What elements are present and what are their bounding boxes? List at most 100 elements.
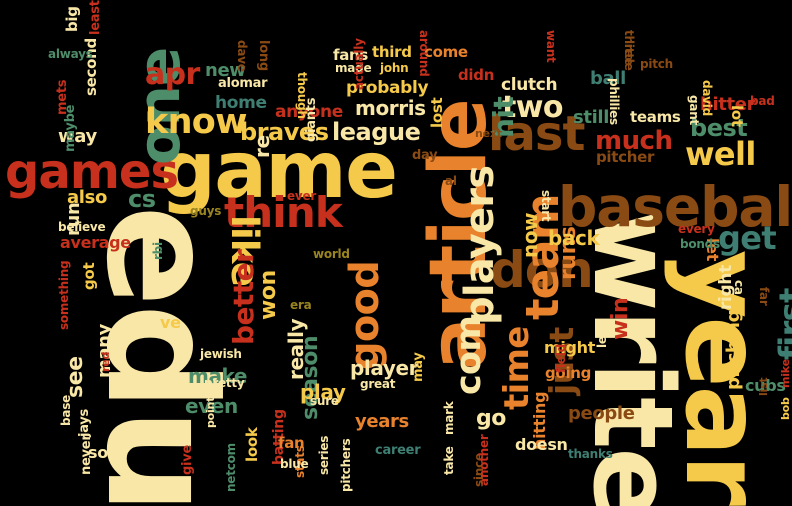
word-best: best (690, 114, 748, 142)
word-clutch: clutch (501, 75, 558, 95)
word-player: player (350, 356, 419, 380)
word-ve: ve (160, 313, 181, 332)
word-people: people (568, 403, 635, 424)
word-doesn: doesn (515, 435, 568, 454)
word-something: something (57, 260, 71, 330)
word-teams: teams (630, 108, 681, 126)
word-much: much (595, 126, 673, 156)
word-dave: dave (235, 40, 249, 72)
word-well: well (685, 135, 756, 173)
word-two: two (502, 90, 563, 125)
word-jays: jays (77, 408, 92, 437)
word-morris: morris (355, 96, 426, 120)
word-bob: bob (779, 397, 792, 420)
word-lot: lot (728, 105, 746, 127)
word-point: point (204, 396, 217, 428)
word-al: al (445, 174, 457, 188)
word-win: win (608, 297, 633, 340)
word-hitter: hitter (700, 94, 756, 115)
word-always: always (48, 47, 93, 61)
word-braves: braves (240, 118, 329, 146)
word-make: make (188, 364, 248, 388)
word-want: want (544, 30, 558, 63)
word-sox: sox (88, 443, 118, 462)
word-third: third (372, 43, 412, 61)
word-home: home (215, 93, 267, 113)
word-see: see (63, 356, 88, 398)
word-new: new (205, 60, 246, 81)
word-pitch: pitch (640, 57, 673, 71)
word-think: think (224, 188, 343, 237)
word-red: red (99, 351, 112, 372)
word-don: don (490, 241, 594, 299)
word-game: game (160, 126, 398, 216)
word-cubs: cubs (745, 376, 786, 395)
word-bad: bad (750, 94, 775, 108)
word-way: way (58, 126, 97, 147)
word-even: even (185, 394, 238, 418)
word-mike: mike (779, 359, 792, 388)
word-last: last (488, 106, 585, 162)
word-league: league (332, 118, 421, 146)
word-better: better (227, 249, 260, 345)
word-gant: gant (687, 95, 701, 126)
word-start: start (539, 190, 553, 222)
word-another: another (477, 434, 491, 486)
word-bonds: bonds (680, 237, 720, 251)
word-mark: mark (442, 401, 456, 435)
word-pretty: pretty (204, 376, 245, 390)
word-anyone: anyone (275, 102, 343, 122)
word-back: back (548, 226, 600, 250)
word-actually: actually (352, 38, 366, 90)
word-giants: giants (304, 97, 319, 142)
word-era: era (290, 298, 312, 312)
word-give: give (180, 444, 195, 475)
word-pitchers: pitchers (339, 438, 353, 492)
word-guys: guys (190, 204, 222, 218)
word-games: games (5, 144, 179, 200)
word-really: really (284, 318, 308, 380)
word-never: never (79, 434, 94, 475)
word-blue: blue (280, 457, 309, 471)
word-cs: cs (128, 185, 156, 213)
word-jewish: jewish (200, 347, 242, 361)
word-ca: ca (732, 280, 746, 295)
word-alomar: alomar (218, 76, 268, 91)
word-know: know (145, 102, 247, 142)
word-little: little (622, 40, 636, 71)
word-years: years (355, 411, 409, 432)
word-take: take (442, 446, 456, 475)
word-base: base (59, 394, 73, 426)
word-look: look (243, 427, 261, 462)
word-go: go (476, 406, 506, 431)
word-may: may (411, 352, 426, 382)
word-netcom: netcom (224, 443, 238, 492)
word-made: made (335, 61, 372, 75)
word-fans: fans (333, 46, 369, 64)
word-pitcher: pitcher (596, 148, 655, 166)
word-probably: probably (346, 78, 429, 98)
word-next: next (475, 127, 502, 140)
word-baseball: baseball (558, 175, 792, 239)
word-come: come (424, 43, 468, 61)
word-john: john (380, 61, 409, 75)
word-thanks: thanks (568, 447, 613, 461)
word-got: got (80, 262, 98, 290)
word-ball: ball (590, 68, 626, 89)
word-sure: sure (310, 394, 339, 408)
word-day: day (412, 148, 438, 163)
word-list: list (757, 377, 770, 396)
word-good: good (342, 260, 388, 370)
word-get: get (718, 219, 777, 257)
word-great: great (360, 377, 396, 391)
word-long: long (256, 40, 271, 71)
word-first: first (772, 288, 792, 360)
word-fan: fan (278, 434, 305, 452)
word-re: re (250, 135, 274, 158)
word-going: going (545, 364, 592, 382)
word-lost: lost (428, 97, 446, 128)
word-believe: believe (58, 220, 106, 234)
word-phillies: phillies (607, 78, 621, 125)
word-mets: mets (55, 79, 70, 115)
